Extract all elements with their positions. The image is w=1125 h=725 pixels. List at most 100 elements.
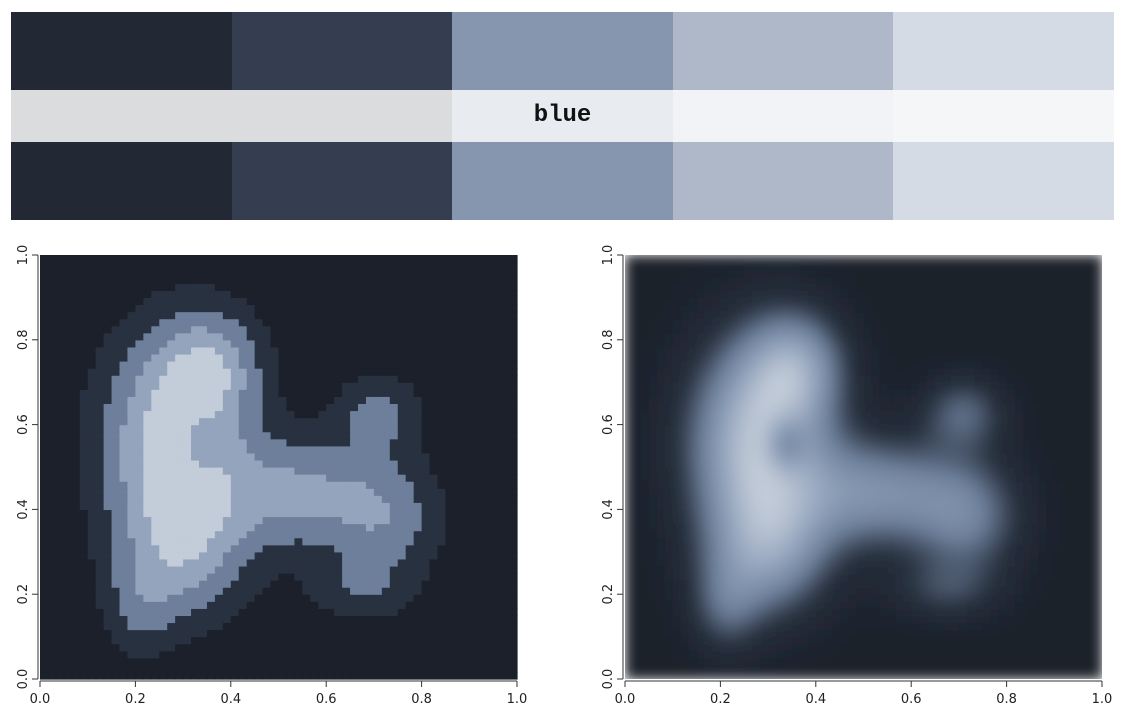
heatmap-cell — [294, 375, 303, 383]
heatmap-cell — [935, 565, 944, 574]
heatmap-cell — [95, 587, 105, 595]
heatmap-cell — [40, 318, 49, 327]
heatmap-cell — [151, 403, 160, 412]
heatmap-cell — [79, 375, 89, 383]
heatmap-cell — [159, 276, 168, 284]
heatmap-cell — [143, 431, 152, 440]
heatmap-cell — [501, 636, 510, 645]
heatmap-cell — [648, 622, 658, 631]
heatmap-cell — [373, 346, 383, 355]
heatmap-cell — [493, 361, 502, 369]
heatmap-cell — [413, 565, 423, 574]
heatmap-cell — [40, 353, 49, 362]
heatmap-cell — [704, 608, 714, 616]
heatmap-cell — [167, 262, 176, 270]
heatmap-cell — [199, 664, 208, 673]
heatmap-cell — [437, 558, 447, 567]
heatmap-cell — [509, 339, 518, 348]
heatmap-cell — [71, 509, 81, 518]
heatmap-cell — [839, 643, 849, 652]
heatmap-cell — [632, 530, 642, 539]
heatmap-cell — [640, 636, 650, 645]
heatmap-cell — [744, 573, 753, 581]
heatmap-cell — [389, 544, 399, 553]
heatmap-cell — [469, 361, 478, 369]
heatmap-cell — [254, 643, 264, 652]
heatmap-cell — [863, 671, 873, 679]
heatmap-cell — [135, 544, 144, 553]
heatmap-cell — [799, 608, 809, 616]
heatmap-cell — [632, 664, 642, 673]
heatmap-cell — [935, 622, 944, 631]
heatmap-cell — [151, 587, 160, 595]
heatmap-cell — [294, 445, 303, 454]
heatmap-cell — [103, 594, 113, 602]
heatmap-cell — [119, 325, 129, 334]
heatmap-cell — [151, 262, 160, 270]
heatmap-cell — [405, 580, 415, 588]
heatmap-cell — [958, 629, 968, 638]
heatmap-cell — [1006, 523, 1016, 532]
heatmap-cell — [87, 551, 97, 560]
heatmap-cell — [246, 353, 256, 362]
heatmap-cell — [103, 438, 113, 447]
heatmap-cell — [477, 565, 486, 574]
heatmap-cell — [175, 304, 184, 313]
heatmap-cell — [485, 565, 494, 574]
heatmap-cell — [358, 509, 367, 518]
heatmap-cell — [318, 544, 327, 553]
heatmap-cell — [143, 622, 152, 631]
heatmap-cell — [318, 558, 327, 567]
heatmap-cell — [159, 657, 168, 666]
heatmap-cell — [429, 551, 439, 560]
heatmap-cell — [752, 558, 761, 567]
heatmap-cell — [358, 396, 367, 404]
heatmap-cell — [55, 558, 65, 567]
heatmap-cell — [183, 537, 192, 546]
heatmap-cell — [958, 636, 968, 645]
heatmap-cell — [95, 650, 105, 659]
heatmap-cell — [270, 346, 280, 355]
heatmap-cell — [222, 368, 232, 376]
heatmap-cell — [943, 573, 952, 581]
heatmap-cell — [445, 537, 454, 546]
heatmap-cell — [206, 643, 216, 652]
heatmap-cell — [429, 290, 439, 298]
heatmap-cell — [262, 664, 272, 673]
heatmap-cell — [791, 544, 801, 553]
heatmap-cell — [47, 255, 57, 263]
heatmap-cell — [183, 544, 192, 553]
heatmap-cell — [839, 615, 849, 624]
heatmap-cell — [262, 283, 272, 291]
heatmap-cell — [429, 276, 439, 284]
heatmap-cell — [1062, 608, 1071, 616]
heatmap-cell — [40, 523, 49, 532]
heatmap-cell — [302, 601, 311, 609]
heatmap-cell — [55, 290, 65, 298]
heatmap-cell — [799, 657, 809, 666]
heatmap-cell — [119, 594, 129, 602]
heatmap-cell — [501, 502, 510, 510]
heatmap-cell — [230, 262, 240, 270]
heatmap-cell — [167, 530, 176, 539]
heatmap-cell — [429, 544, 439, 553]
heatmap-cell — [111, 481, 121, 489]
heatmap-cell — [445, 459, 454, 468]
heatmap-cell — [310, 283, 319, 291]
heatmap-cell — [776, 671, 785, 679]
heatmap-cell — [199, 565, 208, 574]
heatmap-cell — [47, 573, 57, 581]
heatmap-cell — [799, 587, 809, 595]
heatmap-cell — [143, 297, 152, 306]
heatmap-cell — [974, 594, 984, 602]
heatmap-cell — [310, 382, 319, 390]
heatmap-cell — [469, 417, 478, 426]
heatmap-cell — [429, 643, 439, 652]
heatmap-cell — [485, 643, 494, 652]
heatmap-cell — [159, 332, 168, 341]
heatmap-cell — [310, 431, 319, 440]
heatmap-cell — [927, 558, 936, 567]
heatmap-cell — [895, 551, 904, 560]
heatmap-cell — [206, 410, 216, 419]
heatmap-cell — [648, 664, 658, 673]
